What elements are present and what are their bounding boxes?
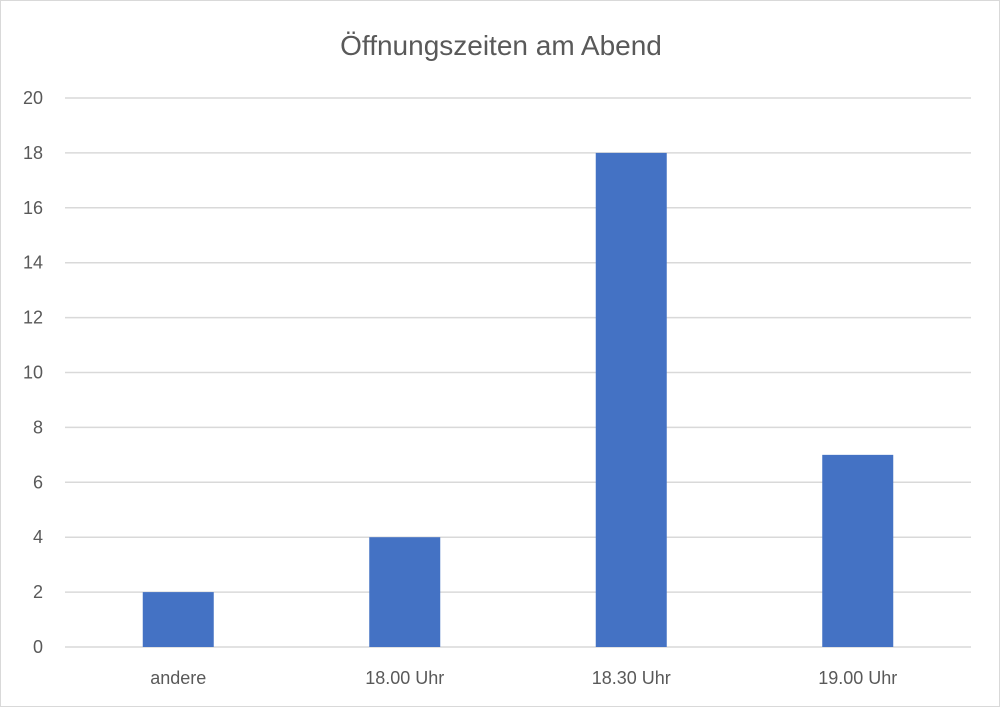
gridlines <box>65 97 971 648</box>
y-tick-label: 16 <box>23 198 43 218</box>
bar-19-00-uhr <box>822 454 894 647</box>
y-tick-label: 0 <box>33 637 43 657</box>
y-tick-label: 2 <box>33 582 43 602</box>
x-tick-label: andere <box>150 668 206 688</box>
bar-18-30-uhr <box>595 152 667 647</box>
y-tick-label: 18 <box>23 143 43 163</box>
y-tick-label: 6 <box>33 472 43 492</box>
y-tick-label: 10 <box>23 363 43 383</box>
y-axis-ticks: 0 2 4 6 8 10 12 14 16 18 20 <box>23 88 43 657</box>
chart-title: Öffnungszeiten am Abend <box>340 30 662 61</box>
y-tick-label: 14 <box>23 253 43 273</box>
y-tick-label: 4 <box>33 527 43 547</box>
x-tick-label: 19.00 Uhr <box>818 668 897 688</box>
x-axis-ticks: andere 18.00 Uhr 18.30 Uhr 19.00 Uhr <box>150 668 897 688</box>
y-tick-label: 12 <box>23 308 43 328</box>
x-tick-label: 18.00 Uhr <box>365 668 444 688</box>
x-tick-label: 18.30 Uhr <box>592 668 671 688</box>
y-tick-label: 20 <box>23 88 43 108</box>
bars <box>142 152 894 647</box>
bar-andere <box>142 592 214 647</box>
bar-18-00-uhr <box>369 537 441 647</box>
y-tick-label: 8 <box>33 417 43 437</box>
